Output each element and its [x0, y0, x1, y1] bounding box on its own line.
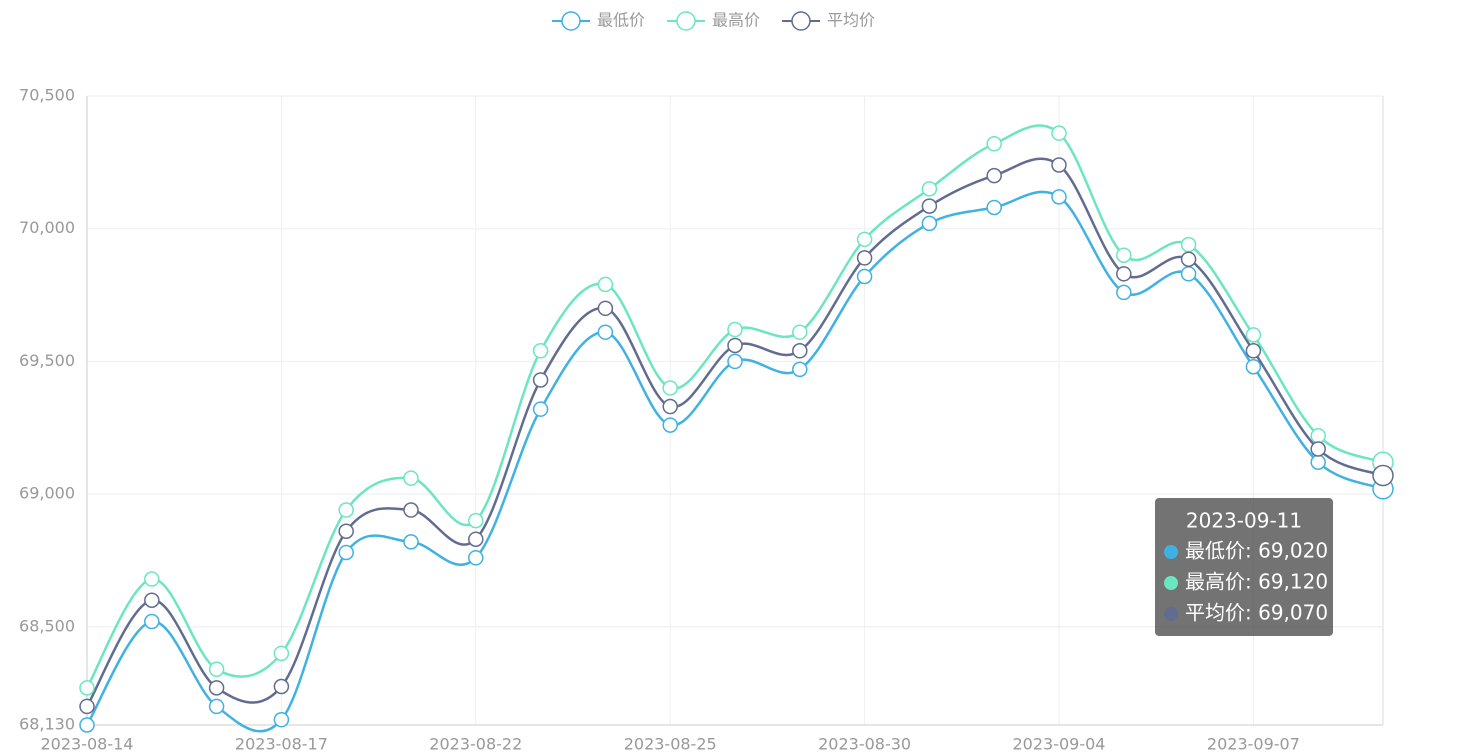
y-tick-label: 68,500: [19, 616, 75, 635]
point[interactable]: [597, 300, 614, 317]
point[interactable]: [1245, 343, 1262, 359]
point[interactable]: [662, 380, 678, 396]
tooltip-row: 最高价: 69,120: [1185, 570, 1328, 594]
point[interactable]: [1180, 236, 1197, 253]
point[interactable]: [986, 199, 1002, 216]
point[interactable]: [1116, 247, 1132, 263]
point[interactable]: [1372, 464, 1394, 487]
point[interactable]: [403, 470, 419, 486]
point[interactable]: [273, 678, 290, 695]
point[interactable]: [1051, 125, 1067, 141]
point[interactable]: [727, 337, 743, 354]
legend: 最低价 最高价 平均价: [552, 11, 875, 31]
point[interactable]: [597, 324, 614, 340]
point[interactable]: [532, 401, 549, 417]
lines: [79, 124, 1394, 733]
legend-label[interactable]: 最高价: [712, 11, 760, 30]
point[interactable]: [792, 361, 808, 378]
grid: 68,130 68,500 69,000 69,500 70,000 70,500 2023…: [19, 86, 1384, 753]
point[interactable]: [144, 592, 160, 609]
legend-icon: [676, 11, 696, 31]
tooltip-title: 2023-09-11: [1186, 509, 1302, 533]
legend-label[interactable]: 平均价: [827, 11, 875, 30]
x-tick-label: 2023-09-04: [1013, 735, 1106, 753]
series-line: [85, 124, 1384, 689]
point[interactable]: [532, 343, 549, 359]
y-tick-label: 69,000: [19, 484, 75, 503]
x-tick-label: 2023-08-22: [429, 735, 522, 753]
tooltip: 2023-09-11 最低价: 69,020 最高价: 69,120 平均价: 69,…: [1155, 498, 1333, 636]
legend-icon: [791, 11, 811, 31]
point[interactable]: [1245, 358, 1262, 375]
point[interactable]: [468, 531, 484, 547]
y-tick-label: 70,000: [19, 218, 75, 237]
point[interactable]: [1051, 189, 1067, 205]
point[interactable]: [403, 502, 419, 518]
tooltip-row: 平均价: 69,070: [1185, 601, 1328, 625]
point[interactable]: [273, 711, 290, 728]
series-line: [85, 157, 1384, 708]
y-tick-label: 68,130: [19, 715, 75, 734]
point[interactable]: [208, 661, 225, 678]
point[interactable]: [1310, 441, 1326, 457]
point[interactable]: [792, 343, 808, 359]
point[interactable]: [144, 571, 160, 587]
point[interactable]: [1310, 454, 1326, 471]
tooltip-dot: [1164, 545, 1178, 559]
point[interactable]: [1245, 327, 1262, 343]
point[interactable]: [273, 645, 290, 662]
point[interactable]: [468, 512, 484, 529]
point[interactable]: [79, 698, 95, 715]
x-tick-label: 2023-08-25: [624, 735, 717, 753]
point[interactable]: [921, 198, 938, 214]
point[interactable]: [338, 523, 354, 540]
point[interactable]: [921, 181, 938, 197]
series-line: [85, 190, 1384, 733]
point[interactable]: [597, 276, 614, 293]
point[interactable]: [1180, 266, 1197, 282]
x-tick-label: 2023-08-14: [41, 735, 134, 753]
point[interactable]: [1310, 427, 1326, 444]
point[interactable]: [338, 502, 354, 518]
point[interactable]: [532, 372, 549, 388]
point[interactable]: [144, 613, 160, 630]
point[interactable]: [1116, 284, 1132, 301]
point[interactable]: [856, 268, 873, 285]
point[interactable]: [856, 231, 873, 248]
point[interactable]: [662, 398, 678, 415]
tooltip-dot: [1164, 576, 1178, 590]
point[interactable]: [986, 136, 1002, 152]
point[interactable]: [856, 250, 873, 266]
point[interactable]: [1116, 266, 1132, 282]
point[interactable]: [662, 417, 678, 433]
y-tick-label: 69,500: [19, 351, 75, 370]
point[interactable]: [468, 550, 484, 566]
point[interactable]: [403, 534, 419, 550]
tooltip-dot: [1164, 607, 1178, 621]
point[interactable]: [79, 717, 95, 733]
point[interactable]: [921, 215, 938, 232]
legend-icon: [561, 11, 581, 31]
point[interactable]: [79, 680, 95, 696]
point[interactable]: [338, 544, 354, 561]
tooltip-box: [1155, 498, 1333, 636]
point[interactable]: [208, 698, 225, 715]
point[interactable]: [1051, 157, 1067, 173]
x-tick-label: 2023-09-07: [1207, 735, 1300, 753]
point[interactable]: [1180, 251, 1197, 267]
y-tick-label: 70,500: [19, 86, 75, 105]
legend-label[interactable]: 最低价: [597, 11, 645, 30]
x-tick-label: 2023-08-17: [235, 735, 328, 753]
point[interactable]: [727, 353, 743, 370]
x-tick-label: 2023-08-30: [818, 735, 911, 753]
tooltip-row: 最低价: 69,020: [1185, 539, 1328, 563]
point[interactable]: [727, 321, 743, 338]
point[interactable]: [208, 680, 225, 696]
point[interactable]: [986, 167, 1002, 184]
point[interactable]: [792, 324, 808, 340]
